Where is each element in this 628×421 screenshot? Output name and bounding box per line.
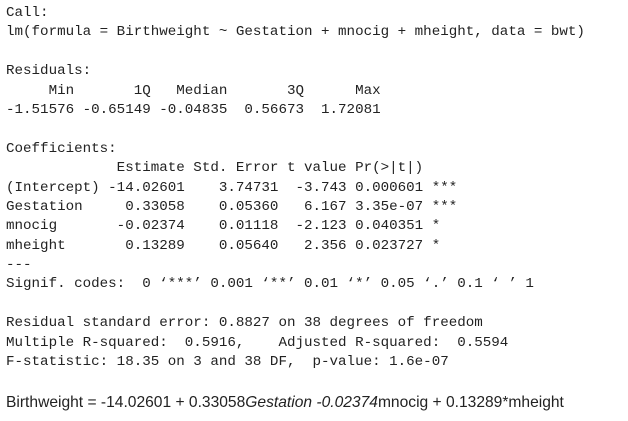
equation: Birthweight = -14.02601 + 0.33058Gestati…: [6, 392, 628, 414]
output-line: -1.51576 -0.65149 -0.04835 0.56673 1.720…: [6, 101, 381, 118]
output-line: Coefficients:: [6, 140, 117, 157]
output-line: Signif. codes: 0 ‘***’ 0.001 ‘**’ 0.01 ‘…: [6, 276, 534, 293]
output-line: mnocig -0.02374 0.01118 -2.123 0.040351 …: [6, 218, 441, 235]
output-line: Call:: [6, 5, 49, 21]
output-block: Call: lm(formula = Birthweight ~ Gestatio…: [6, 4, 628, 43]
equation-part: Gestation -0.02374: [245, 393, 378, 411]
output-line: Gestation 0.33058 0.05360 6.167 3.35e-07…: [6, 198, 458, 215]
equation-part: mnocig + 0.13289*mheight: [377, 393, 564, 411]
equation-part: Birthweight = -14.02601 + 0.33058: [6, 393, 246, 411]
output-line: lm(formula = Birthweight ~ Gestation + m…: [6, 24, 585, 41]
output-line: F-statistic: 18.35 on 3 and 38 DF, p-val…: [6, 354, 449, 371]
output-block: Coefficients: Estimate Std. Error t valu…: [6, 140, 628, 295]
output-block: Residual standard error: 0.8827 on 38 de…: [6, 314, 628, 372]
output-line: ---: [6, 257, 32, 274]
output-line: Residuals:: [6, 63, 92, 80]
output-line: (Intercept) -14.02601 3.74731 -3.743 0.0…: [6, 179, 458, 196]
output-block: Residuals: Min 1Q Median 3Q Max -1.51576 …: [6, 62, 628, 120]
output-line: Residual standard error: 0.8827 on 38 de…: [6, 315, 483, 332]
output-blocks: Call: lm(formula = Birthweight ~ Gestatio…: [6, 4, 628, 372]
output-line: Estimate Std. Error t value Pr(>|t|): [6, 160, 424, 177]
output-line: mheight 0.13289 0.05640 2.356 0.023727 *: [6, 237, 441, 254]
output-line: Multiple R-squared: 0.5916, Adjusted R-s…: [6, 334, 509, 351]
output-line: Min 1Q Median 3Q Max: [6, 82, 381, 99]
